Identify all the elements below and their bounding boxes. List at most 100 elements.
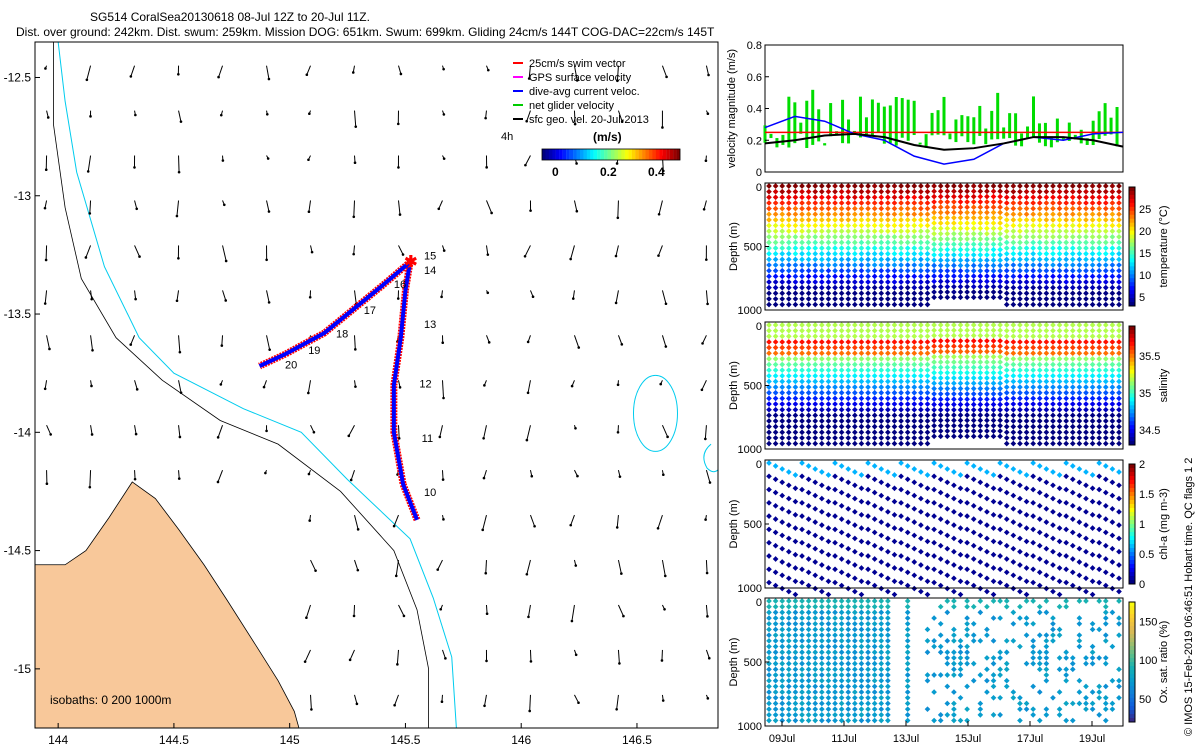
colorbar-segment [1129,385,1135,390]
section-datapoint [779,378,786,385]
current-arrow [661,65,668,78]
section-datapoint [1050,183,1056,189]
current-arrow-head [135,388,139,391]
section-datapoint [871,222,878,229]
current-arrow [354,514,359,530]
current-arrow-head [659,382,663,386]
current-arrow [178,155,180,173]
day-label: 12 [419,378,431,390]
colorbar-segment [1129,694,1135,699]
section-y-tick-label: 500 [744,657,762,669]
section-datapoint [779,367,786,374]
section-background [765,322,1123,449]
section-datapoint [766,250,772,257]
section-datapoint [1069,250,1076,257]
section-datapoint [944,252,951,258]
section-datapoint [1043,188,1050,195]
section-datapoint [924,279,931,285]
current-arrow [398,245,404,255]
current-arrow [397,200,401,215]
section-datapoint [1063,194,1069,201]
section-datapoint [898,239,904,246]
section-datapoint [1010,290,1017,297]
section-datapoint [766,435,772,441]
current-arrow-head [43,302,47,305]
section-datapoint [1102,188,1109,195]
section-datapoint [984,188,990,195]
section-datapoint [990,294,997,301]
section-datapoint [1036,279,1043,285]
current-arrow-head [482,476,486,480]
current-arrow [658,200,663,215]
colorbar-segment [666,149,670,160]
colorbar-segment [1129,468,1135,473]
section-datapoint [766,188,772,195]
land-mass [35,481,300,728]
current-arrow-head [396,122,400,126]
section-datapoint [1076,217,1083,223]
current-arrow [134,200,138,209]
section-datapoint [865,262,871,268]
current-arrow-head [265,258,268,262]
section-datapoint [977,294,984,301]
current-arrow-head [571,297,575,300]
section-datapoint [937,188,944,195]
current-arrow-head [483,704,486,708]
section-datapoint [997,246,1003,253]
current-arrow-head [305,73,309,76]
section-datapoint [1036,256,1043,263]
section-datapoint [1036,222,1043,229]
colorbar-segment [1129,258,1135,263]
section-datapoint [766,429,772,436]
section-datapoint [1010,183,1017,189]
colorbar-segment [1129,401,1135,406]
colorbar-segment [1129,214,1135,220]
section-datapoint [1116,284,1122,291]
section-datapoint [911,262,918,268]
current-arrow-head [484,571,488,575]
section-datapoint [944,236,951,242]
section-datapoint [1116,228,1122,235]
section-datapoint [825,284,832,291]
current-arrow [44,290,48,304]
map-plot-area: ✱ 10 11 12 13 14 15 16 17 18 19 20 isobaths: 0 200 1… [35,42,718,728]
current-arrow-head [620,572,623,575]
section-datapoint [970,204,977,211]
section-datapoint [865,239,871,246]
section-datapoint [997,230,1003,237]
section-datapoint [944,262,951,269]
colorbar-segment [1129,520,1135,525]
current-arrow-head [577,701,580,704]
current-arrow-head [482,436,485,440]
colorbar-segment [1129,421,1135,426]
current-arrow [354,290,357,305]
section-datapoint [1003,273,1010,280]
section-datapoint [937,230,944,237]
current-arrow [178,425,181,438]
section-datapoint [1063,211,1069,218]
colorbar-segment [1129,290,1135,295]
section-datapoint [1076,200,1083,206]
section-datapoint [838,301,845,308]
section-datapoint [924,188,931,195]
current-arrow-head [484,116,487,120]
current-arrow-head [177,477,181,480]
colorbar-segment [1129,242,1135,247]
current-arrow [529,694,531,711]
current-arrow [485,604,488,614]
section-datapoint [911,296,918,302]
section-datapoint [957,225,964,232]
section-datapoint [898,296,904,302]
section-datapoint [1036,245,1043,251]
section-datapoint [779,389,786,396]
current-arrow [571,604,575,622]
section-datapoint [1043,267,1050,274]
colorbar-segment [1129,642,1135,647]
section-ylabel: Depth (m) [728,500,740,549]
section-datapoint [838,200,845,206]
section-datapoint [957,289,964,295]
section-datapoint [977,225,984,232]
section-datapoint [984,230,990,237]
section-datapoint [937,193,944,200]
current-arrow-head [700,388,704,392]
